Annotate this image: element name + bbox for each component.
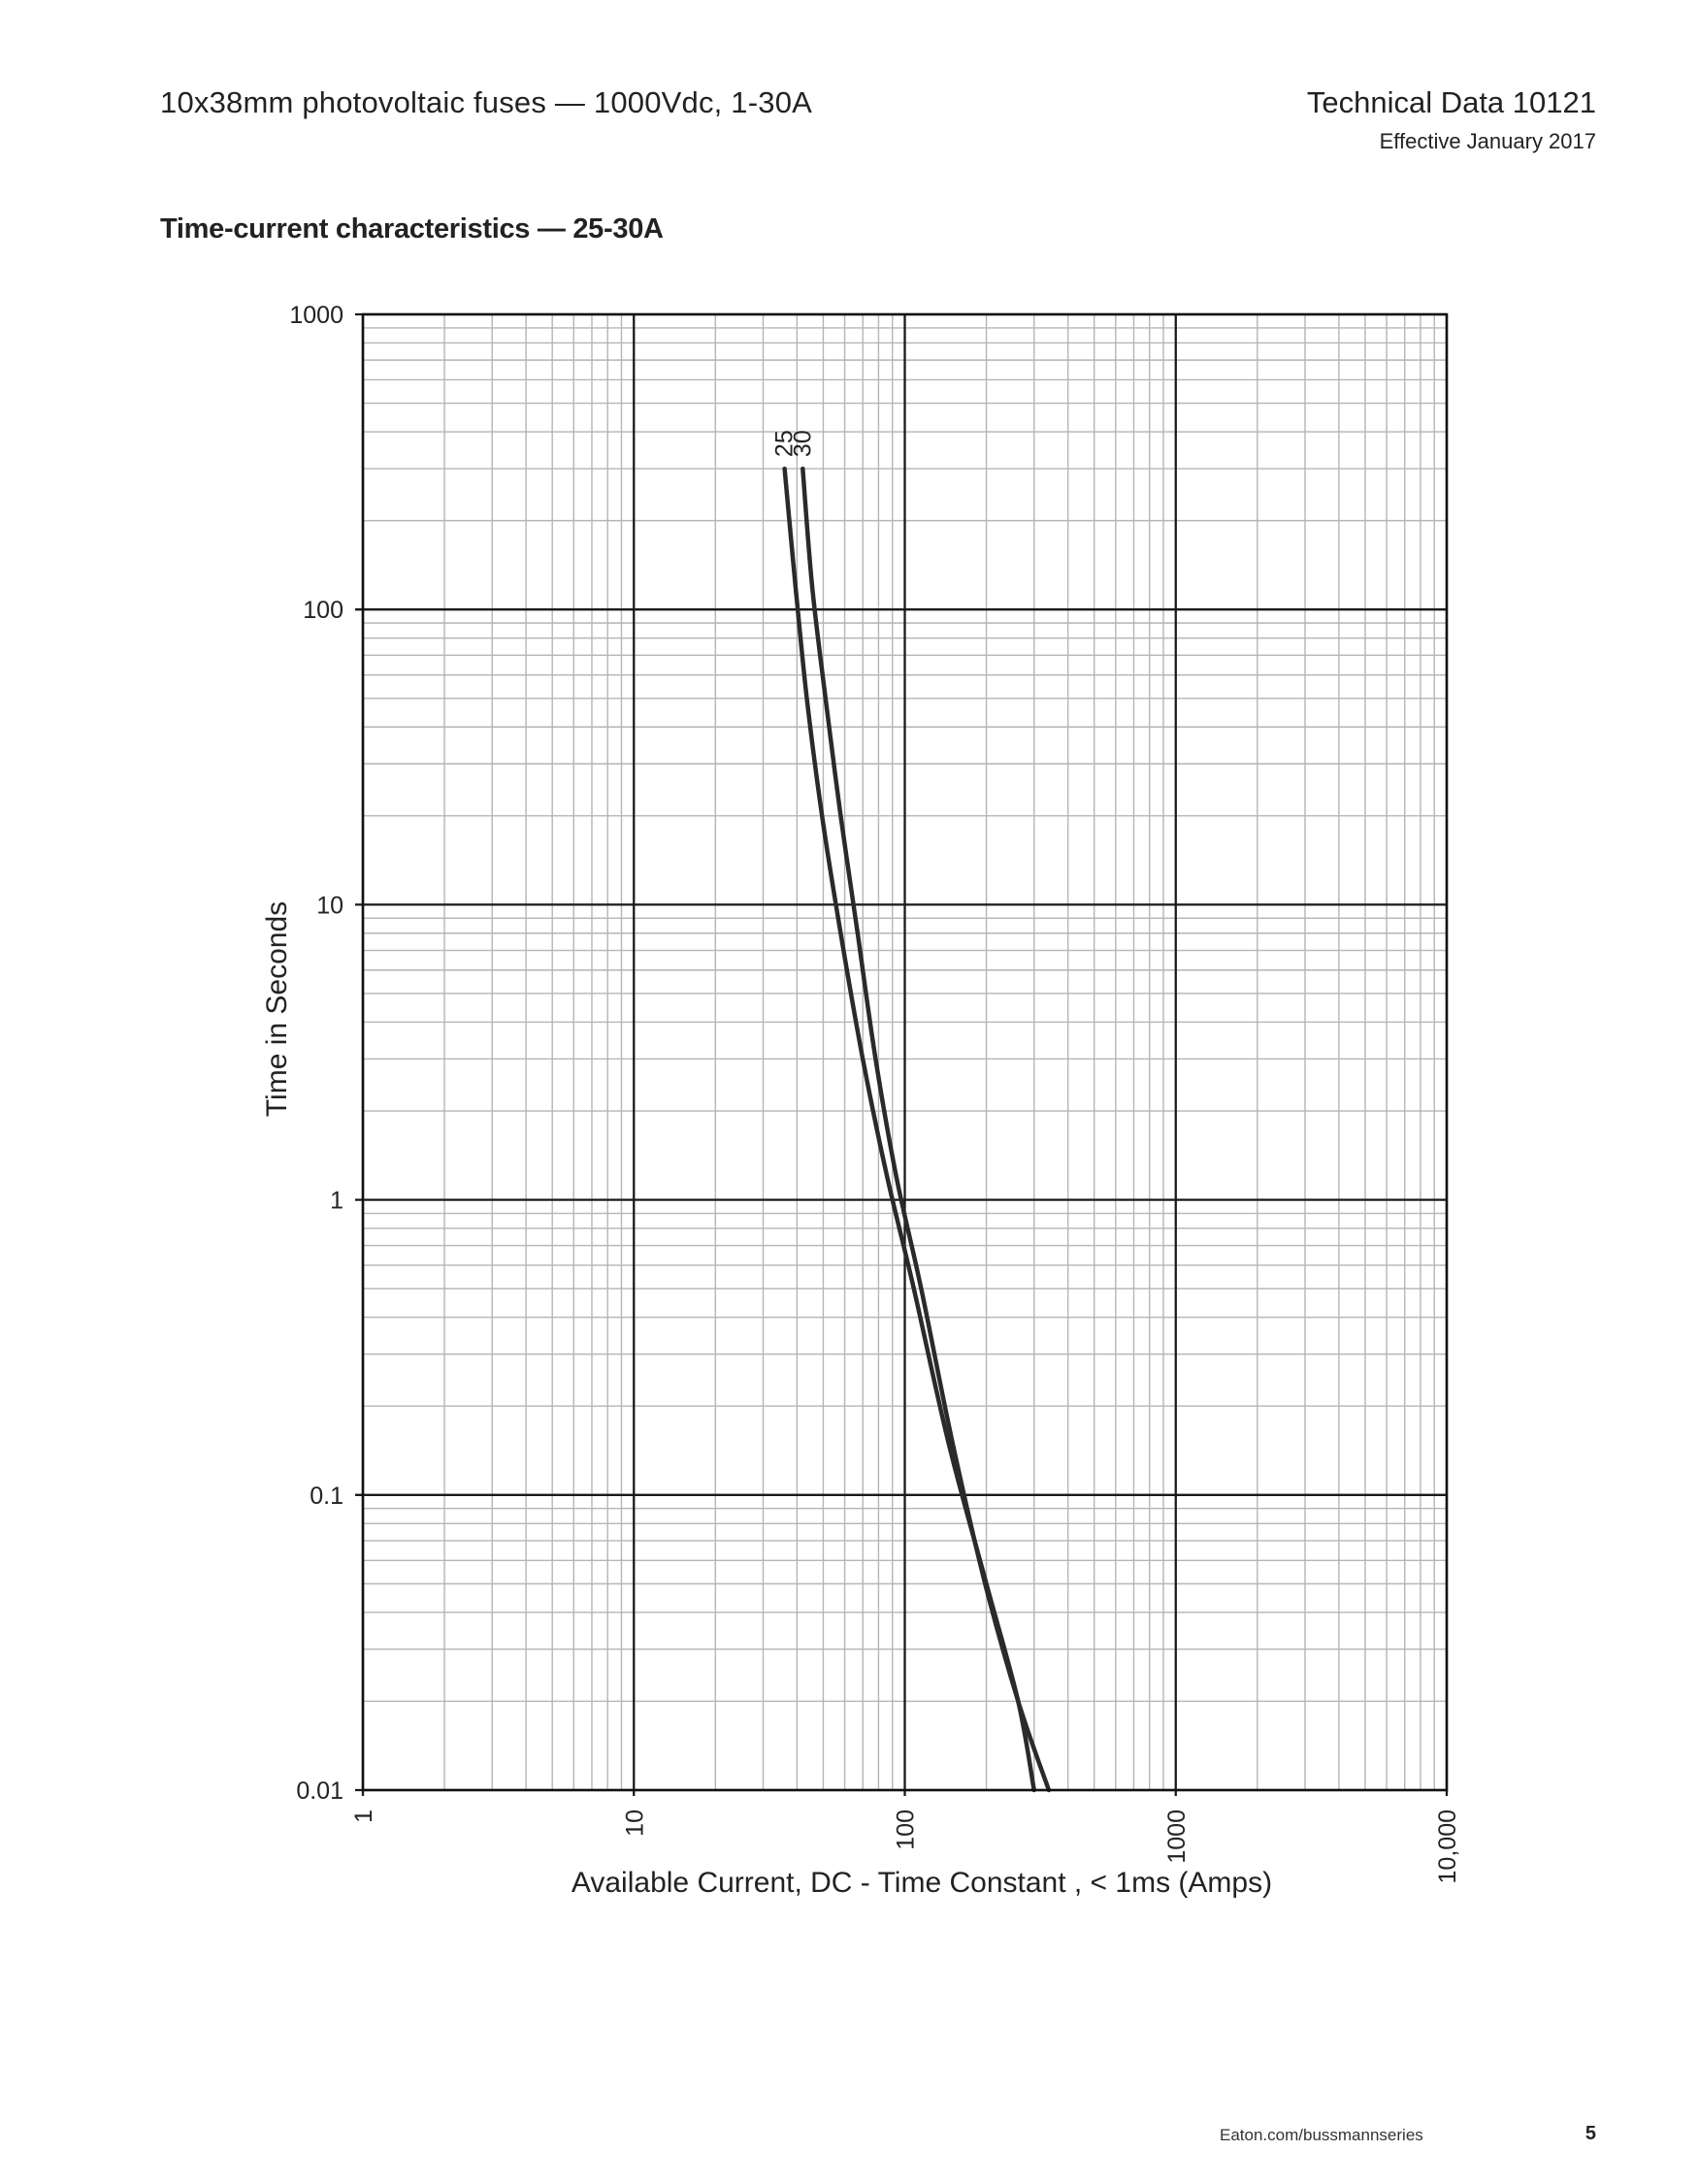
page-number: 5 xyxy=(1585,2123,1596,2144)
y-tick-labels: 0.01 0.1 1 10 100 1000 xyxy=(289,302,343,1805)
x-axis-label: Available Current, DC - Time Constant , … xyxy=(572,1867,1272,1899)
y-tick-label: 100 xyxy=(303,597,343,624)
document-number: Technical Data 10121 xyxy=(1306,85,1596,119)
curves xyxy=(782,466,1052,1793)
curve-label-25: 25 xyxy=(771,430,799,457)
footer-url: Eaton.com/bussmannseries xyxy=(1220,2126,1423,2144)
curve-30 xyxy=(800,466,1052,1793)
plot-border xyxy=(361,312,1449,1792)
y-axis-label: Time in Seconds xyxy=(261,901,293,1117)
section-title: Time-current characteristics — 25-30A xyxy=(160,213,664,244)
document-title: 10x38mm photovoltaic fuses — 1000Vdc, 1-… xyxy=(160,85,813,119)
y-tick-label: 1000 xyxy=(289,302,343,329)
y-tick-label: 1 xyxy=(330,1188,343,1215)
y-tick-label: 10 xyxy=(316,892,343,919)
y-tick-label: 0.01 xyxy=(296,1777,343,1805)
x-tick-label: 10 xyxy=(621,1809,648,1837)
x-tick-label: 1 xyxy=(350,1809,377,1823)
x-tick-label: 1000 xyxy=(1163,1809,1191,1864)
x-tick-labels: 1 10 100 1000 10,000 xyxy=(350,1809,1461,1883)
x-tick-label: 10,000 xyxy=(1434,1809,1461,1883)
major-grid xyxy=(355,312,1449,1796)
y-tick-label: 0.1 xyxy=(310,1483,343,1510)
effective-date: Effective January 2017 xyxy=(1379,129,1596,153)
curve-label-30: 30 xyxy=(789,430,816,457)
x-tick-label: 100 xyxy=(893,1809,920,1850)
